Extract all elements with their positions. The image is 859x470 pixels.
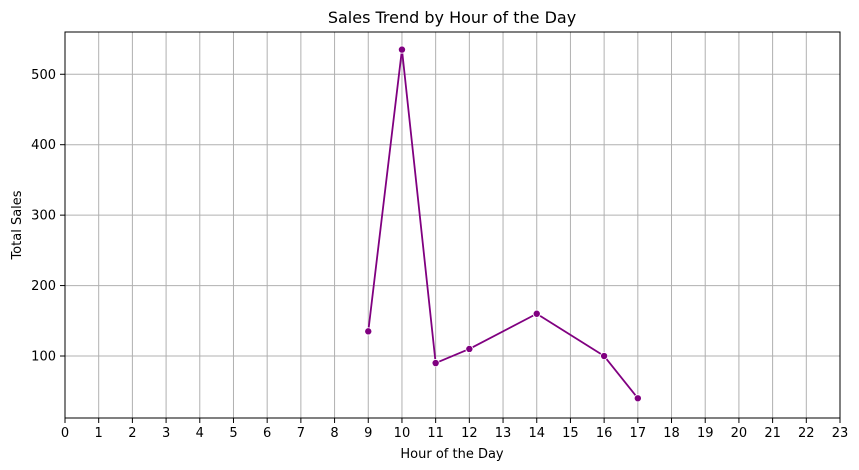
x-tick-label: 1 <box>95 426 103 441</box>
x-tick-label: 16 <box>596 426 613 441</box>
x-tick-label: 19 <box>697 426 714 441</box>
tick-layer: 0 1 2 3 4 5 6 7 8 9 10 11 12 13 14 15 16 17 18 19 20 21 22 2310… <box>31 68 848 441</box>
x-tick-label: 9 <box>364 426 372 441</box>
x-tick-label: 17 <box>630 426 647 441</box>
x-tick-label: 10 <box>394 426 411 441</box>
x-tick-label: 18 <box>663 426 680 441</box>
x-tick-label: 20 <box>731 426 748 441</box>
x-tick-label: 14 <box>528 426 545 441</box>
data-point <box>600 352 609 361</box>
y-axis-label: Total Sales <box>10 190 25 260</box>
x-tick-label: 22 <box>798 426 815 441</box>
chart-title: Sales Trend by Hour of the Day <box>328 8 576 27</box>
data-point <box>465 344 474 353</box>
x-tick-label: 11 <box>427 426 444 441</box>
y-tick-label: 100 <box>31 350 56 365</box>
y-tick-label: 500 <box>31 68 56 83</box>
x-tick-label: 3 <box>162 426 170 441</box>
x-tick-label: 21 <box>764 426 781 441</box>
y-tick-label: 300 <box>31 209 56 224</box>
y-tick-label: 200 <box>31 279 56 294</box>
data-point <box>633 394 642 403</box>
data-point <box>431 359 440 368</box>
x-tick-label: 15 <box>562 426 579 441</box>
x-tick-label: 6 <box>263 426 271 441</box>
series-layer <box>364 45 642 403</box>
data-point <box>364 327 373 336</box>
plot-frame <box>64 31 841 419</box>
x-tick-label: 12 <box>461 426 478 441</box>
x-axis-label: Hour of the Day <box>400 447 504 462</box>
x-tick-label: 7 <box>297 426 305 441</box>
x-tick-label: 2 <box>128 426 136 441</box>
x-tick-label: 13 <box>495 426 512 441</box>
x-tick-label: 8 <box>330 426 338 441</box>
x-tick-label: 4 <box>196 426 204 441</box>
y-tick-label: 400 <box>31 138 56 153</box>
data-point <box>532 309 541 318</box>
data-point <box>397 45 406 54</box>
x-tick-label: 5 <box>229 426 237 441</box>
x-tick-label: 23 <box>832 426 849 441</box>
x-tick-label: 0 <box>61 426 69 441</box>
grid-layer <box>64 32 841 418</box>
